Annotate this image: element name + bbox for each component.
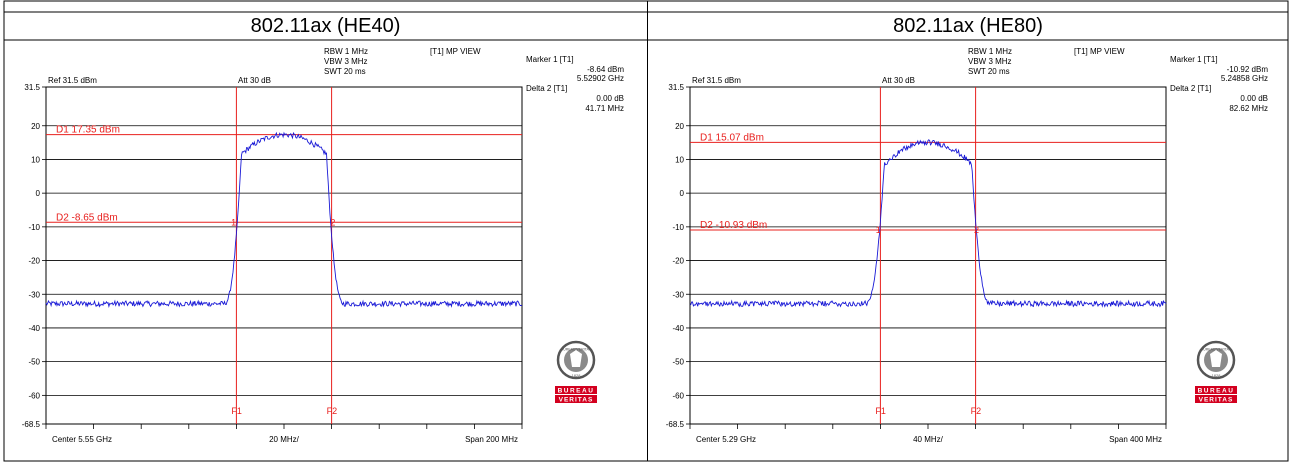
y-tick-label: 31.5: [24, 83, 40, 92]
logo-seal-figure: [1210, 350, 1222, 367]
mode-label: [T1] MP VIEW: [1074, 47, 1125, 56]
x-span-label: Span 200 MHz: [465, 435, 518, 444]
y-tick-label: -10: [672, 223, 684, 232]
logo-band-top: [555, 386, 597, 394]
y-tick-label: -50: [28, 358, 40, 367]
attenuation: Att 30 dB: [238, 76, 271, 85]
bureau-veritas-logo: BUREAU VERITAS 1828 BUREAU VERITAS: [1195, 340, 1237, 404]
x-center-label: Center 5.29 GHz: [696, 435, 756, 444]
logo-band-top: [1195, 386, 1237, 394]
freq-line-label: F1: [231, 406, 242, 416]
marker-point-label: 2: [974, 225, 979, 235]
x-div-label: 40 MHz/: [913, 435, 944, 444]
y-tick-label: -30: [28, 290, 40, 299]
marker-point-label: 2: [330, 217, 335, 227]
plot-frame: [689, 86, 1167, 425]
y-tick-label: 10: [675, 155, 684, 164]
y-tick-label: 0: [680, 189, 685, 198]
marker1-freq: 5.24858 GHz: [1221, 74, 1268, 83]
y-tick-label: -30: [672, 290, 684, 299]
logo-band-text-top: BUREAU: [558, 388, 595, 395]
marker1-level: -8.64 dBm: [587, 65, 624, 74]
freq-line-label: F1: [875, 406, 886, 416]
panel-title: 802.11ax (HE40): [250, 15, 401, 37]
logo-seal-text: BUREAU VERITAS: [561, 348, 592, 352]
delta2-freq: 41.71 MHz: [585, 104, 624, 113]
marker-point-label: 1: [231, 217, 236, 227]
panel-title: 802.11ax (HE80): [893, 15, 1043, 37]
y-tick-label: -68.5: [22, 420, 41, 429]
rbw-setting: RBW 1 MHz: [968, 47, 1012, 56]
marker1-level: -10.92 dBm: [1227, 65, 1269, 74]
logo-seal-text: BUREAU VERITAS: [1201, 348, 1232, 352]
delta2-freq: 82.62 MHz: [1229, 104, 1268, 113]
swt-setting: SWT 20 ms: [324, 67, 366, 76]
y-tick-label: -10: [28, 223, 40, 232]
y-tick-label: 20: [675, 122, 684, 131]
marker1-label: Marker 1 [T1]: [1170, 55, 1218, 64]
x-center-label: Center 5.55 GHz: [52, 435, 112, 444]
mode-label: [T1] MP VIEW: [430, 47, 481, 56]
delta2-label: Delta 2 [T1]: [1170, 84, 1211, 93]
delta2-level: 0.00 dB: [596, 94, 624, 103]
spectrum-trace: [45, 131, 523, 308]
marker1-freq: 5.52902 GHz: [577, 74, 624, 83]
display-line-label: D2 -10.93 dBm: [700, 220, 767, 231]
bureau-veritas-logo: BUREAU VERITAS 1828 BUREAU VERITAS: [555, 340, 597, 404]
y-tick-label: -60: [28, 391, 40, 400]
freq-line-label: F2: [971, 406, 982, 416]
spectrum-trace: [689, 139, 1167, 308]
display-line-label: D1 17.35 dBm: [56, 125, 120, 136]
display-line-label: D1 15.07 dBm: [700, 132, 764, 143]
panel-he80: 802.11ax (HE80) RBW 1 MHz VBW 3 MHz SWT 20…: [648, 0, 1288, 462]
y-tick-label: -60: [672, 391, 684, 400]
y-tick-label: -68.5: [666, 420, 685, 429]
marker-point-label: 1: [876, 225, 881, 235]
x-span-label: Span 400 MHz: [1109, 435, 1162, 444]
display-line-label: D2 -8.65 dBm: [56, 212, 118, 223]
logo-band-bottom: [555, 395, 597, 403]
ref-level: Ref 31.5 dBm: [692, 76, 741, 85]
rbw-setting: RBW 1 MHz: [324, 47, 368, 56]
plot-frame: [45, 86, 523, 425]
y-tick-label: 0: [36, 189, 41, 198]
y-tick-label: 10: [31, 155, 40, 164]
y-tick-label: -40: [28, 324, 40, 333]
panel-he40: 802.11ax (HE40) RBW 1 MHz VBW 3 MHz SWT 20…: [4, 0, 647, 462]
logo-band-bottom: [1195, 395, 1237, 403]
attenuation: Att 30 dB: [882, 76, 915, 85]
delta2-level: 0.00 dB: [1240, 94, 1268, 103]
y-tick-label: -40: [672, 324, 684, 333]
ref-level: Ref 31.5 dBm: [48, 76, 97, 85]
logo-band-text-bottom: VERITAS: [1199, 397, 1234, 404]
logo-seal-year: 1828: [572, 373, 582, 378]
delta2-label: Delta 2 [T1]: [526, 84, 567, 93]
y-tick-label: -20: [672, 257, 684, 266]
y-tick-label: -50: [672, 358, 684, 367]
freq-line-label: F2: [327, 406, 338, 416]
logo-seal-year: 1828: [1212, 373, 1222, 378]
x-div-label: 20 MHz/: [269, 435, 300, 444]
swt-setting: SWT 20 ms: [968, 67, 1010, 76]
logo-seal-figure: [570, 350, 582, 367]
vbw-setting: VBW 3 MHz: [968, 57, 1012, 66]
logo-band-text-bottom: VERITAS: [559, 397, 594, 404]
y-tick-label: -20: [28, 257, 40, 266]
y-tick-label: 20: [31, 122, 40, 131]
y-tick-label: 31.5: [668, 83, 684, 92]
logo-band-text-top: BUREAU: [1198, 388, 1235, 395]
vbw-setting: VBW 3 MHz: [324, 57, 368, 66]
marker1-label: Marker 1 [T1]: [526, 55, 574, 64]
